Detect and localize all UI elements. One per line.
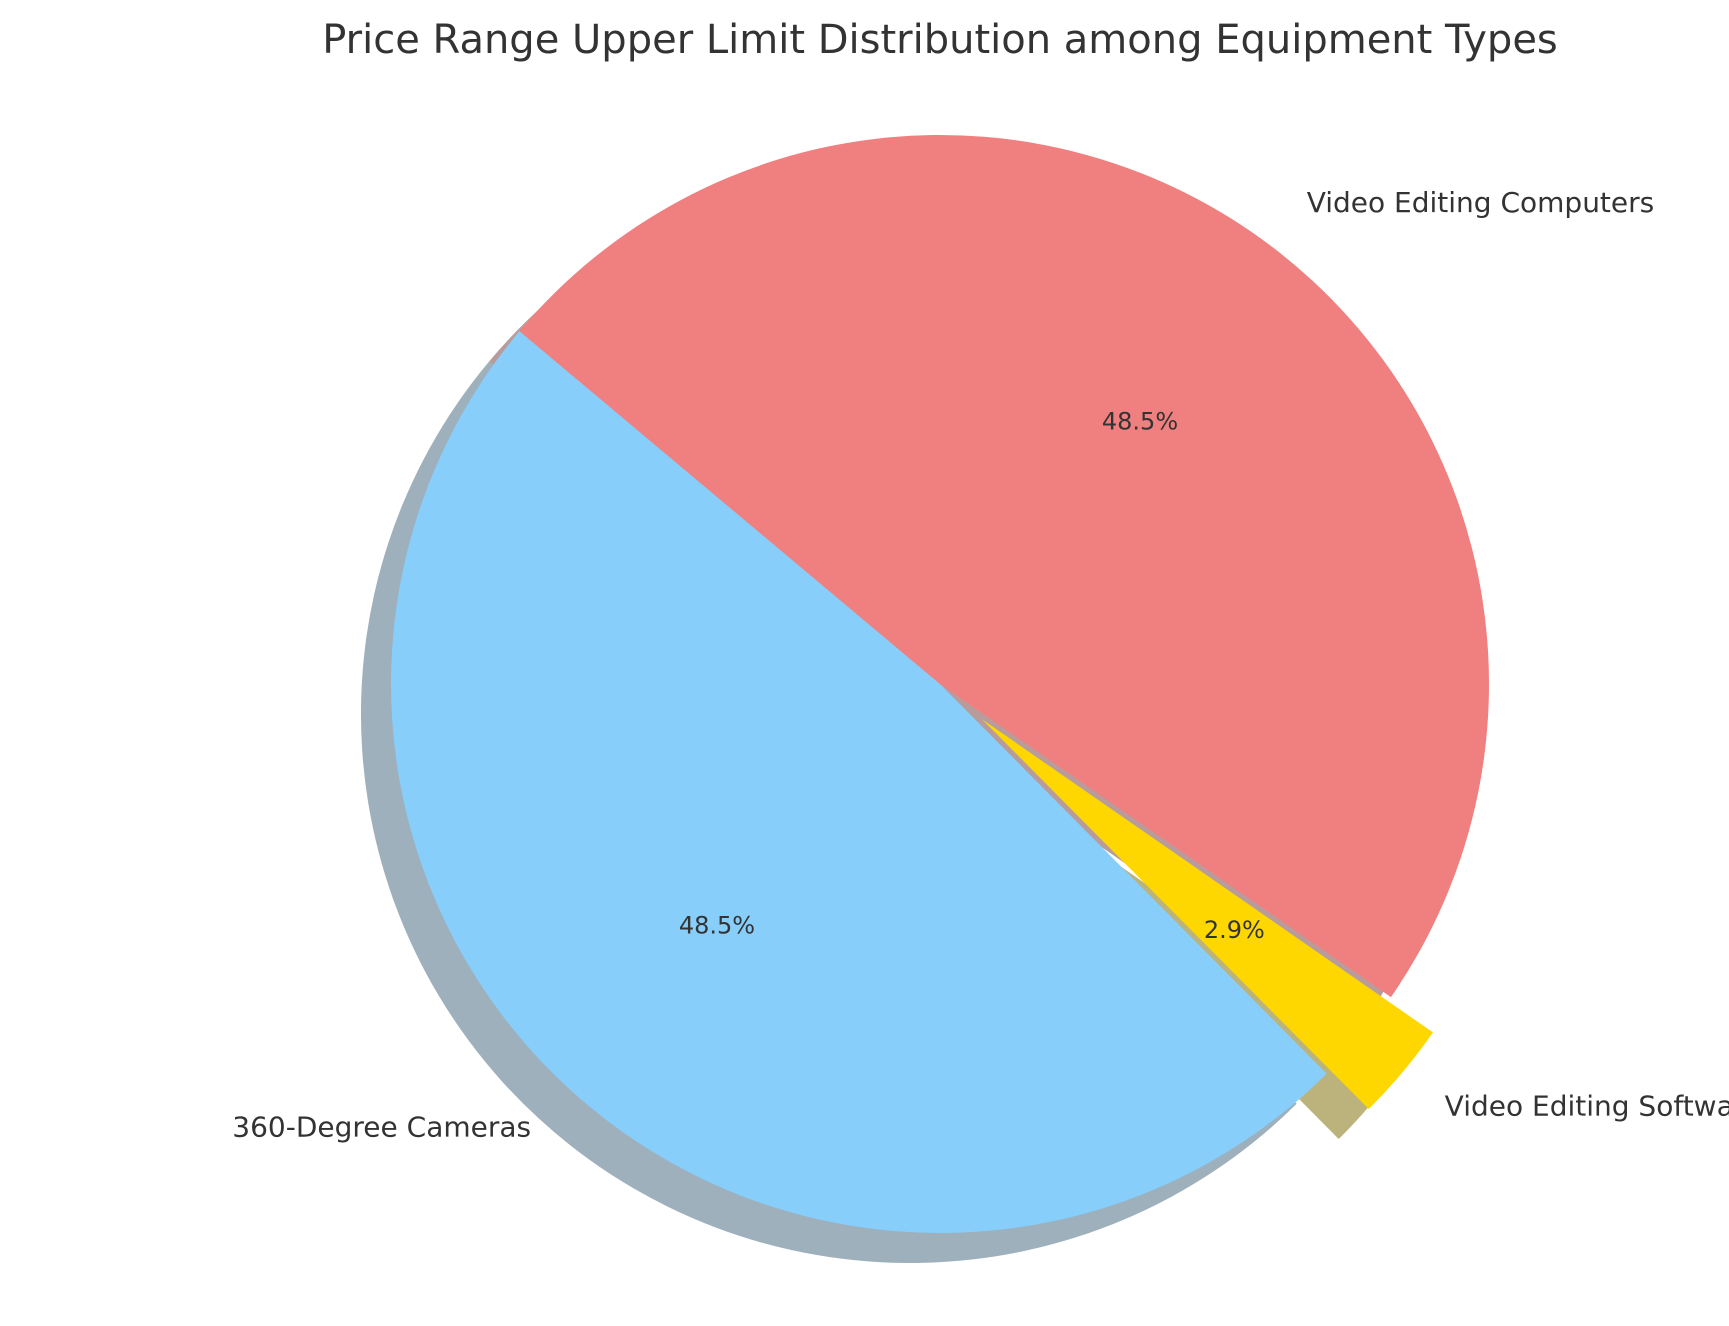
- percent-label-video-editing-computers: 48.5%: [1102, 407, 1178, 435]
- slice-label-video-editing-computers: Video Editing Computers: [1307, 186, 1655, 219]
- percent-label-video-editing-software: 2.9%: [1204, 916, 1265, 944]
- slice-video-editing-computers: [519, 135, 1489, 998]
- slice-label-360-degree-cameras: 360-Degree Cameras: [232, 1110, 531, 1143]
- slice-video-editing-software: [982, 719, 1434, 1110]
- slice-label-video-editing-software: Video Editing Software: [1445, 1089, 1729, 1122]
- slice-360-degree-cameras: [391, 331, 1327, 1233]
- percent-label-360-degree-cameras: 48.5%: [679, 911, 755, 939]
- chart-title: Price Range Upper Limit Distribution amo…: [322, 17, 1558, 63]
- slice-layer: [391, 135, 1489, 1233]
- label-layer: 360-Degree Cameras 48.5% Video Editing Sof…: [232, 186, 1729, 1143]
